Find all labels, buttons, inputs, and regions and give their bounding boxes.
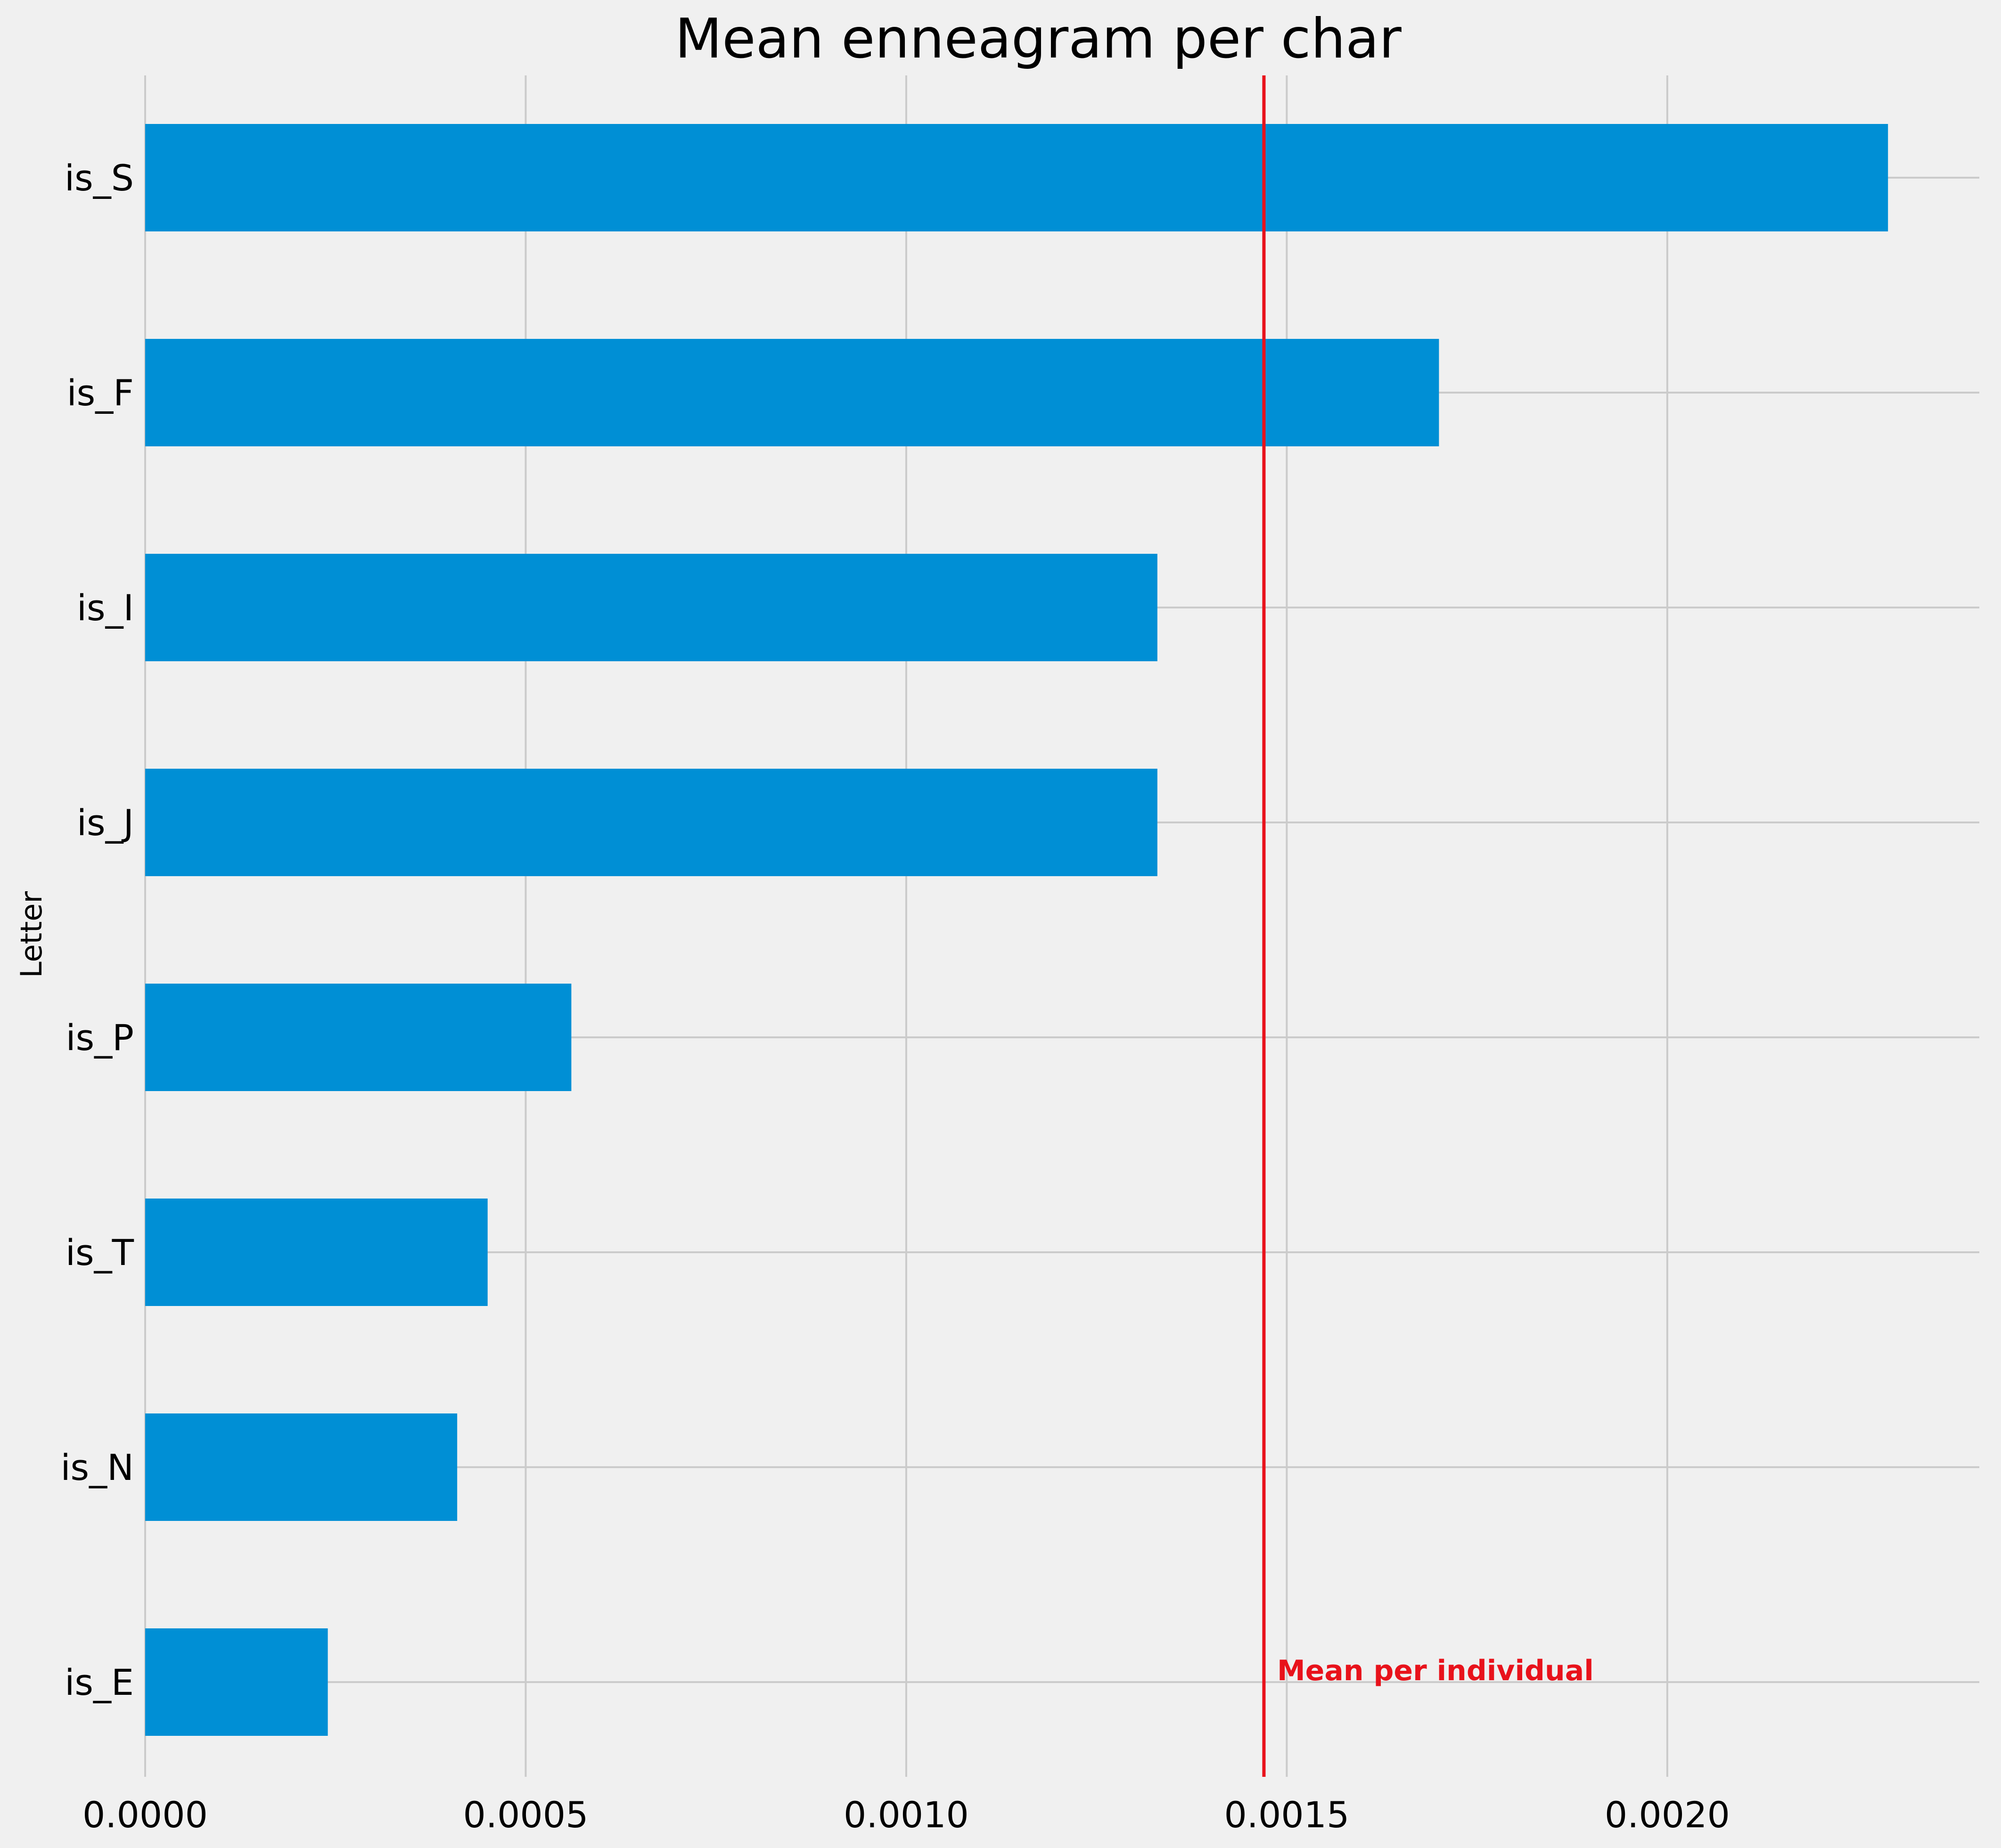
bar (145, 124, 1888, 231)
y-tick-labels: is_S is_F is_I is_J is_P is_T is_N is_E (60, 157, 134, 1703)
y-tick-label: is_P (66, 1017, 134, 1059)
x-tick-label: 0.0005 (463, 1794, 589, 1836)
x-tick-label: 0.0010 (844, 1794, 969, 1836)
chart-title: Mean enneagram per char (675, 7, 1402, 71)
x-tick-label: 0.0015 (1224, 1794, 1349, 1836)
y-tick-label: is_J (77, 802, 134, 844)
y-tick-label: is_I (77, 587, 134, 629)
bar (145, 1199, 488, 1306)
y-tick-label: is_N (60, 1446, 134, 1488)
bar (145, 769, 1157, 876)
y-tick-label: is_T (66, 1232, 134, 1273)
y-tick-label: is_S (65, 157, 134, 199)
reference-line-group: Mean per individual (1262, 75, 1594, 1777)
reference-line-label: Mean per individual (1277, 1654, 1594, 1687)
bar (145, 1628, 328, 1736)
y-axis-label: Letter (14, 891, 49, 978)
bars (145, 124, 1888, 1736)
y-tick-label: is_F (67, 372, 134, 414)
y-tick-label: is_E (65, 1661, 134, 1703)
bar (145, 554, 1157, 661)
bar (145, 1413, 458, 1521)
bar (145, 984, 572, 1091)
x-tick-label: 0.0000 (82, 1794, 208, 1836)
x-tick-label: 0.0020 (1605, 1794, 1730, 1836)
bar (145, 339, 1439, 446)
x-tick-labels: 0.0000 0.0005 0.0010 0.0015 0.0020 (82, 1794, 1730, 1836)
